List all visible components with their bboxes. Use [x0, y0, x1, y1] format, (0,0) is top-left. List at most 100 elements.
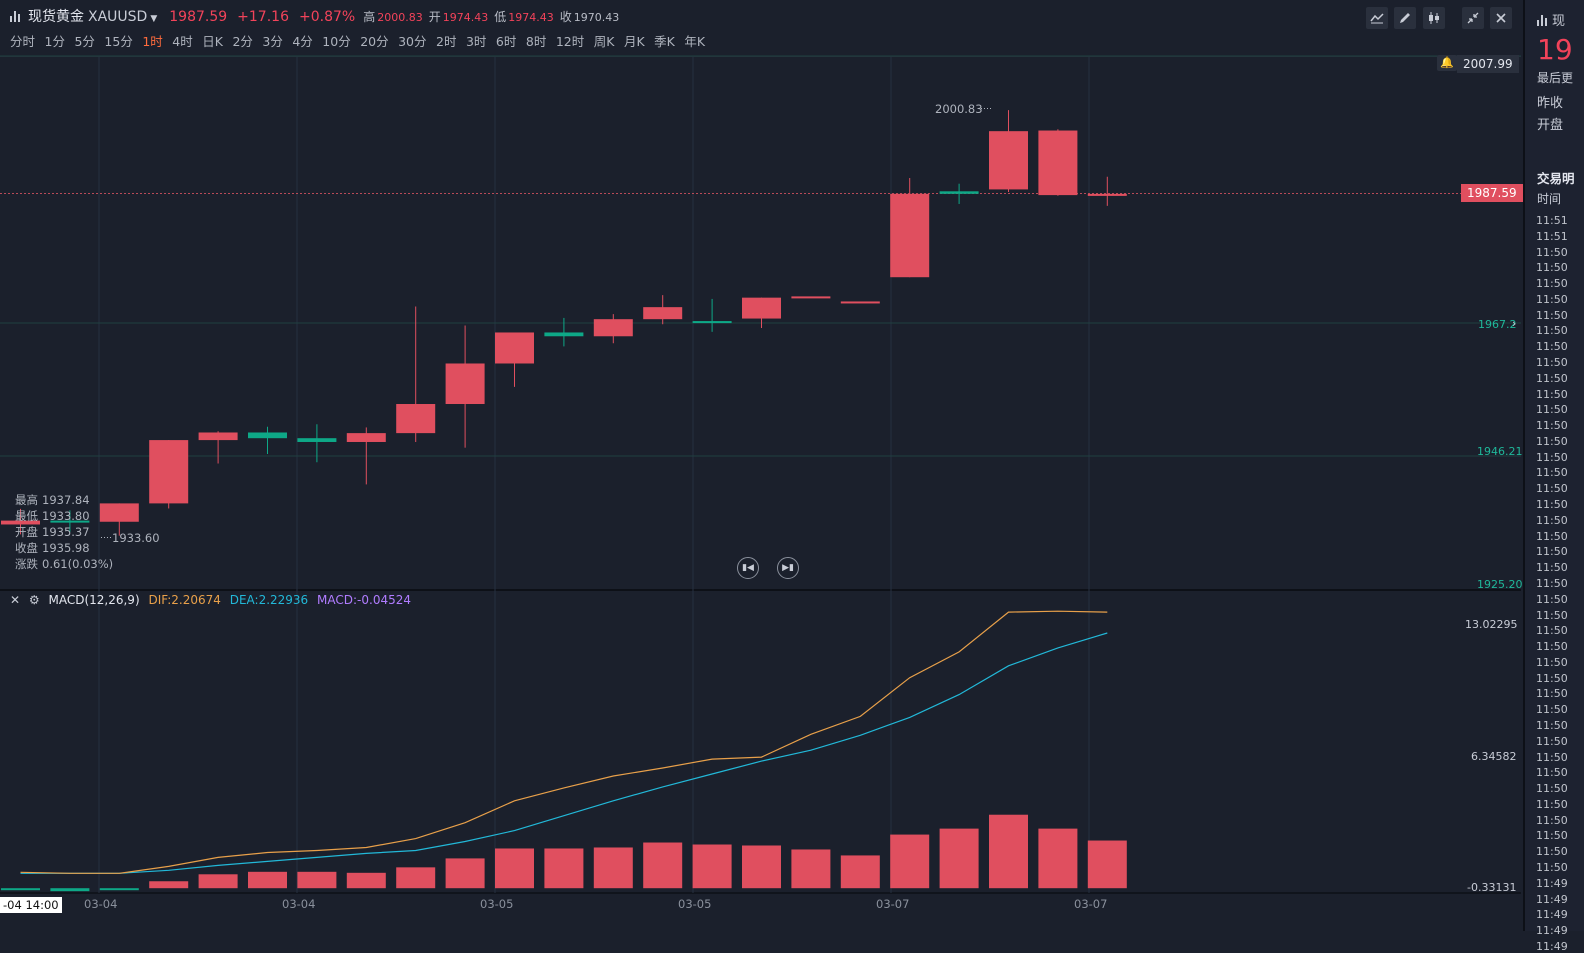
x-axis-label: 03-04: [282, 897, 316, 911]
macd-y-axis-label: 6.34582: [1471, 750, 1517, 763]
timeframe-option[interactable]: 4分: [292, 34, 313, 49]
quote-items: 高 2000.83 开 1974.43 低 1974.43 收 1970.43: [363, 6, 625, 25]
trade-time: 11:50: [1536, 845, 1568, 859]
trade-time: 11:50: [1536, 797, 1568, 811]
price-change: +17.16: [237, 9, 289, 25]
timeframe-option[interactable]: 8时: [525, 34, 547, 49]
candle-body: [791, 296, 831, 299]
y-axis-label: 1967.2: [1478, 318, 1517, 331]
current-price-tag: 1987.59: [1461, 184, 1523, 202]
candle-body: [1038, 130, 1078, 196]
x-axis-label: 03-05: [480, 897, 514, 911]
trade-time: 11:50: [1536, 766, 1568, 780]
timeframe-option[interactable]: 12时: [555, 34, 585, 49]
candle-body: [890, 193, 930, 278]
side-price: 19: [1537, 33, 1573, 66]
trade-time: 11:50: [1536, 529, 1568, 543]
kline-chart[interactable]: [0, 0, 1521, 931]
timeframe-option[interactable]: 1时: [142, 34, 163, 49]
quote-label: 低: [494, 10, 507, 24]
trade-time: 11:50: [1536, 403, 1568, 417]
symbol-code[interactable]: XAUUSD: [88, 9, 148, 25]
quote-label: 收: [559, 10, 572, 24]
ohlc-label: 开盘: [15, 525, 38, 539]
ohlc-label: 收盘: [15, 541, 38, 555]
chevron-down-icon[interactable]: ▼: [150, 14, 158, 24]
macd-histogram-bar: [1087, 840, 1127, 889]
quote-side-panel: 现 19 最后更 昨收 开盘 交易明 时间 11:51 11:51 11:50 11:…: [1523, 0, 1584, 953]
trade-time: 11:50: [1536, 292, 1568, 306]
y-axis-top-label: 2007.99: [1457, 55, 1519, 73]
gear-icon[interactable]: ⚙: [28, 593, 40, 607]
trade-time: 11:49: [1536, 939, 1568, 953]
candle-body: [593, 319, 633, 337]
timeframe-option[interactable]: 2分: [232, 34, 253, 49]
timeframe-option[interactable]: 4时: [172, 34, 193, 49]
timeframe-option[interactable]: 分时: [10, 34, 36, 49]
x-crosshair-label: -04 14:00: [0, 897, 62, 913]
bell-icon[interactable]: 🔔: [1437, 55, 1457, 71]
candle-body: [396, 404, 436, 434]
macd-y-axis-label: 13.02295: [1465, 618, 1518, 631]
macd-histogram-bar: [346, 872, 386, 889]
ohlc-row: 最高 1937.84: [15, 492, 90, 508]
chevron-right-icon[interactable]: ›: [1512, 317, 1517, 330]
candle-body: [248, 432, 287, 439]
bar-chart-icon: [10, 10, 22, 22]
trade-time: 11:50: [1536, 419, 1568, 433]
bar-chart-icon: [1537, 14, 1549, 26]
skip-forward-icon[interactable]: ▶▮: [777, 557, 799, 579]
timeframe-option[interactable]: 20分: [360, 34, 389, 49]
ohlc-value: 1937.84: [42, 493, 90, 507]
timeframe-option[interactable]: 1分: [44, 34, 65, 49]
max-price-annotation: 2000.83: [935, 102, 983, 116]
trade-time: 11:50: [1536, 387, 1568, 401]
timeframe-option[interactable]: 2时: [436, 34, 457, 49]
trade-time: 11:50: [1536, 561, 1568, 575]
macd-histogram-bar: [544, 848, 584, 889]
candle-body: [297, 438, 337, 442]
side-symbol: 现: [1537, 10, 1565, 29]
timeframe-option[interactable]: 季K: [654, 34, 675, 49]
timeframe-option[interactable]: 3分: [262, 34, 283, 49]
candle-body: [840, 301, 880, 304]
quote-label: 开: [428, 10, 441, 24]
macd-title: MACD(12,26,9): [48, 593, 140, 607]
macd-histogram-bar: [297, 871, 337, 889]
timeframe-option[interactable]: 年K: [684, 34, 706, 49]
timeframe-option[interactable]: 3时: [465, 34, 487, 49]
candle-type-icon[interactable]: [1423, 7, 1445, 29]
trade-time: 11:50: [1536, 308, 1568, 322]
ohlc-value: 1935.37: [42, 525, 90, 539]
quote-bar: 现货黄金 XAUUSD ▼ 1987.59 +17.16 +0.87% 高 200…: [10, 6, 625, 26]
trade-time: 11:50: [1536, 545, 1568, 559]
trade-time: 11:50: [1536, 860, 1568, 874]
pencil-icon[interactable]: [1394, 7, 1416, 29]
timeframe-option[interactable]: 日K: [202, 34, 223, 49]
price-change-percent: +0.87%: [298, 9, 356, 25]
timeframe-option[interactable]: 5分: [74, 34, 95, 49]
trade-time: 11:51: [1536, 214, 1568, 227]
trade-time: 11:49: [1536, 908, 1568, 922]
min-price-annotation: 1933.60: [112, 531, 160, 545]
macd-histogram-bar: [989, 814, 1028, 889]
trade-time: 11:50: [1536, 671, 1568, 685]
candle-body: [149, 440, 189, 504]
timeframe-option[interactable]: 10分: [322, 34, 351, 49]
collapse-icon[interactable]: [1462, 7, 1484, 29]
trade-time: 11:50: [1536, 371, 1568, 385]
timeframe-option[interactable]: 6时: [495, 34, 517, 49]
timeframe-option[interactable]: 月K: [623, 34, 645, 49]
line-chart-icon[interactable]: [1366, 7, 1388, 29]
close-icon[interactable]: [1490, 7, 1512, 29]
close-icon[interactable]: ✕: [10, 593, 21, 607]
macd-histogram-bar: [99, 888, 139, 891]
skip-back-icon[interactable]: ▮◀: [737, 557, 759, 579]
macd-histogram-bar: [593, 847, 633, 889]
timeframe-option[interactable]: 30分: [398, 34, 427, 49]
candle-body: [1087, 193, 1127, 196]
timeframe-option[interactable]: 15分: [104, 34, 133, 49]
timeframe-option[interactable]: 周K: [593, 34, 615, 49]
symbol-name[interactable]: 现货黄金: [28, 9, 84, 25]
trade-time: 11:50: [1536, 245, 1568, 259]
